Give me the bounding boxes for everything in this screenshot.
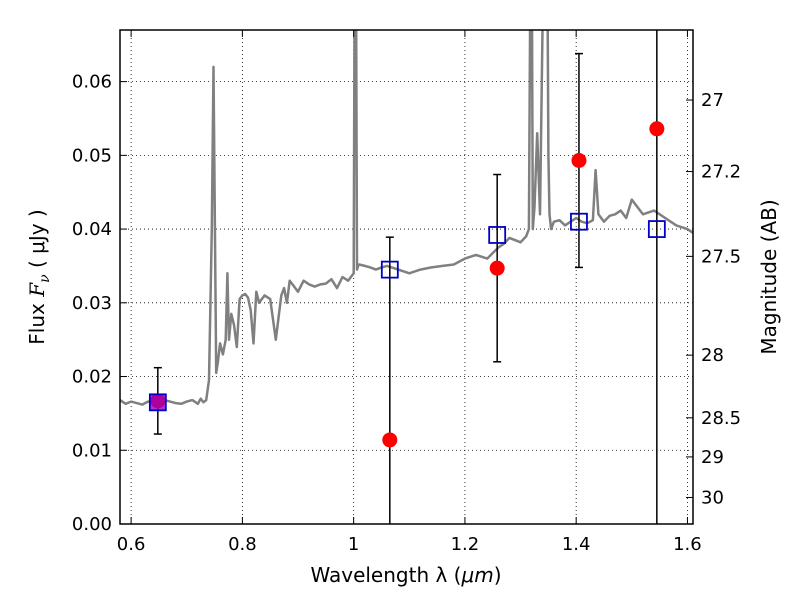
photometry-point [649,121,665,137]
x-tick-label: 1.2 [451,534,480,555]
photometry-point [382,432,398,448]
axis-ticks: 0.6 0.8 1 1.2 1.4 1.6 0.00 0.01 0.02 0.03 0.04 0.05… [72,30,741,555]
y2-tick-label: 27.5 [701,246,741,267]
x-tick-label: 1 [348,534,359,555]
y2-tick-label: 28 [701,345,724,366]
y2-tick-label: 27.2 [701,162,741,183]
model-square [380,260,399,279]
photometry-point [489,260,505,276]
photometry-point [571,153,587,169]
model-square [148,393,167,412]
y2-tick-label: 30 [701,487,724,508]
overlap-fill [150,394,166,410]
model-square [570,212,588,231]
y-tick-label: 0.03 [72,293,112,314]
model-square [647,220,666,238]
y-tick-label: 0.02 [72,367,112,388]
x-tick-label: 0.8 [228,534,257,555]
spectrum-line [120,30,693,406]
y2-tick-label: 28.5 [701,408,741,429]
y-tick-label: 0.06 [72,72,112,93]
y-tick-label: 0.00 [72,514,112,535]
model-square [488,226,507,244]
y2-axis-title: Magnitude (AB) [757,199,781,354]
y-tick-label: 0.01 [72,440,112,461]
x-tick-label: 1.4 [562,534,591,555]
y2-tick-label: 29 [701,447,724,468]
y2-tick-label: 27 [701,90,724,111]
y-tick-label: 0.05 [72,145,112,166]
y-axis-title: Flux Fν ( μJy ) [25,209,53,344]
x-tick-label: 0.6 [117,534,146,555]
y-tick-label: 0.04 [72,219,112,240]
plot-frame [119,29,694,525]
x-tick-label: 1.6 [673,534,702,555]
x-axis-title: Wavelength λ (μm) [310,563,501,587]
plot-area [120,30,693,524]
